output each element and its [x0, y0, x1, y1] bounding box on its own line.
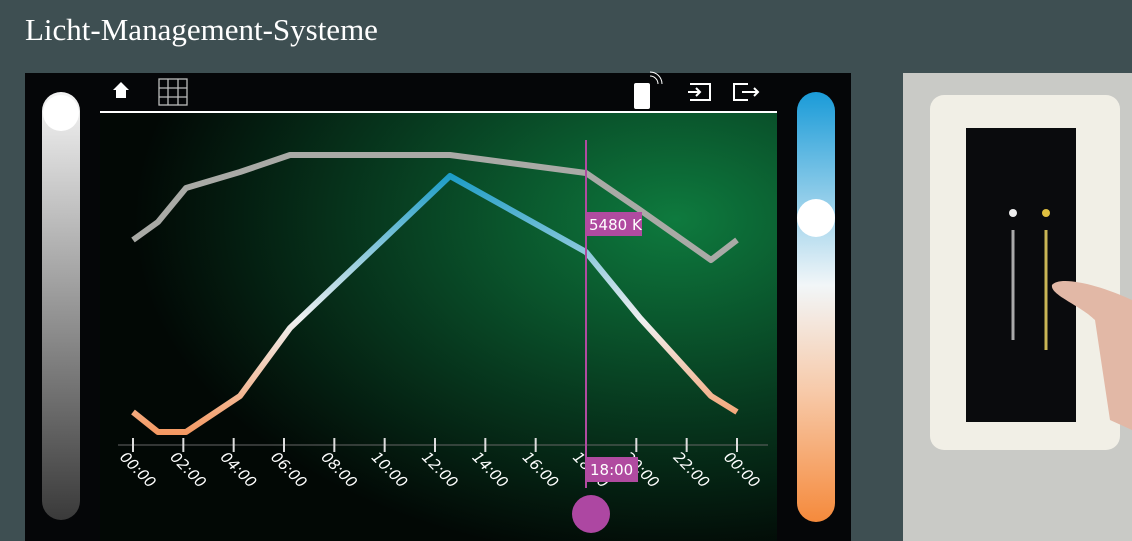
time-label-box — [586, 457, 638, 482]
title: Licht-Management-Systeme — [25, 12, 378, 47]
brightness-curve — [131, 152, 739, 263]
color-temperature-slider[interactable] — [797, 92, 835, 522]
color-temperature-knob[interactable] — [797, 199, 835, 237]
cursor-handle[interactable] — [572, 495, 610, 533]
color-curve — [131, 173, 739, 435]
cursor-value: 5480 K — [589, 216, 643, 234]
cursor-time: 18:00 — [590, 461, 633, 479]
logout-icon[interactable] — [733, 83, 760, 101]
value-label-box — [586, 212, 642, 236]
brightness-knob[interactable] — [43, 95, 79, 131]
photo — [903, 73, 1132, 541]
device-icon[interactable] — [634, 71, 663, 109]
login-icon[interactable] — [688, 83, 711, 101]
home-icon[interactable] — [113, 82, 129, 98]
grid-icon[interactable] — [158, 78, 188, 106]
brightness-slider[interactable] — [42, 92, 80, 520]
